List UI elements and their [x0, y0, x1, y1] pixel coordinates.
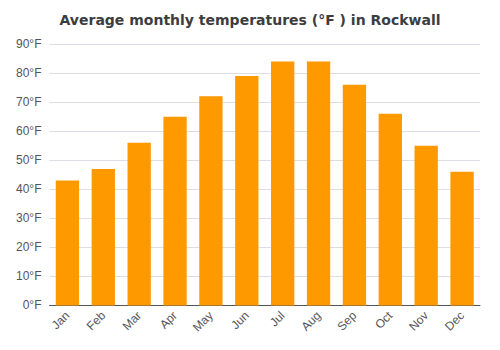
svg-text:Mar: Mar — [120, 309, 145, 333]
svg-text:20°F: 20°F — [16, 240, 41, 254]
svg-text:0°F: 0°F — [23, 298, 42, 312]
svg-text:Sep: Sep — [334, 308, 359, 333]
svg-text:40°F: 40°F — [16, 182, 41, 196]
svg-text:Apr: Apr — [157, 309, 180, 332]
svg-text:50°F: 50°F — [16, 153, 41, 167]
svg-text:Oct: Oct — [372, 308, 396, 332]
svg-text:Average monthly temperatures (: Average monthly temperatures (°F ) in Ro… — [60, 12, 441, 28]
svg-text:Aug: Aug — [299, 309, 324, 334]
svg-text:90°F: 90°F — [16, 37, 41, 51]
svg-text:Nov: Nov — [406, 309, 431, 334]
svg-text:Jul: Jul — [267, 309, 288, 330]
svg-text:70°F: 70°F — [16, 95, 41, 109]
svg-text:60°F: 60°F — [16, 124, 41, 138]
svg-text:Jan: Jan — [49, 309, 73, 333]
svg-text:80°F: 80°F — [16, 66, 41, 80]
svg-text:Feb: Feb — [84, 308, 109, 333]
svg-text:Dec: Dec — [442, 309, 467, 334]
svg-text:10°F: 10°F — [16, 269, 41, 283]
svg-text:May: May — [190, 309, 216, 335]
svg-text:30°F: 30°F — [16, 211, 41, 225]
svg-text:Jun: Jun — [228, 309, 252, 333]
